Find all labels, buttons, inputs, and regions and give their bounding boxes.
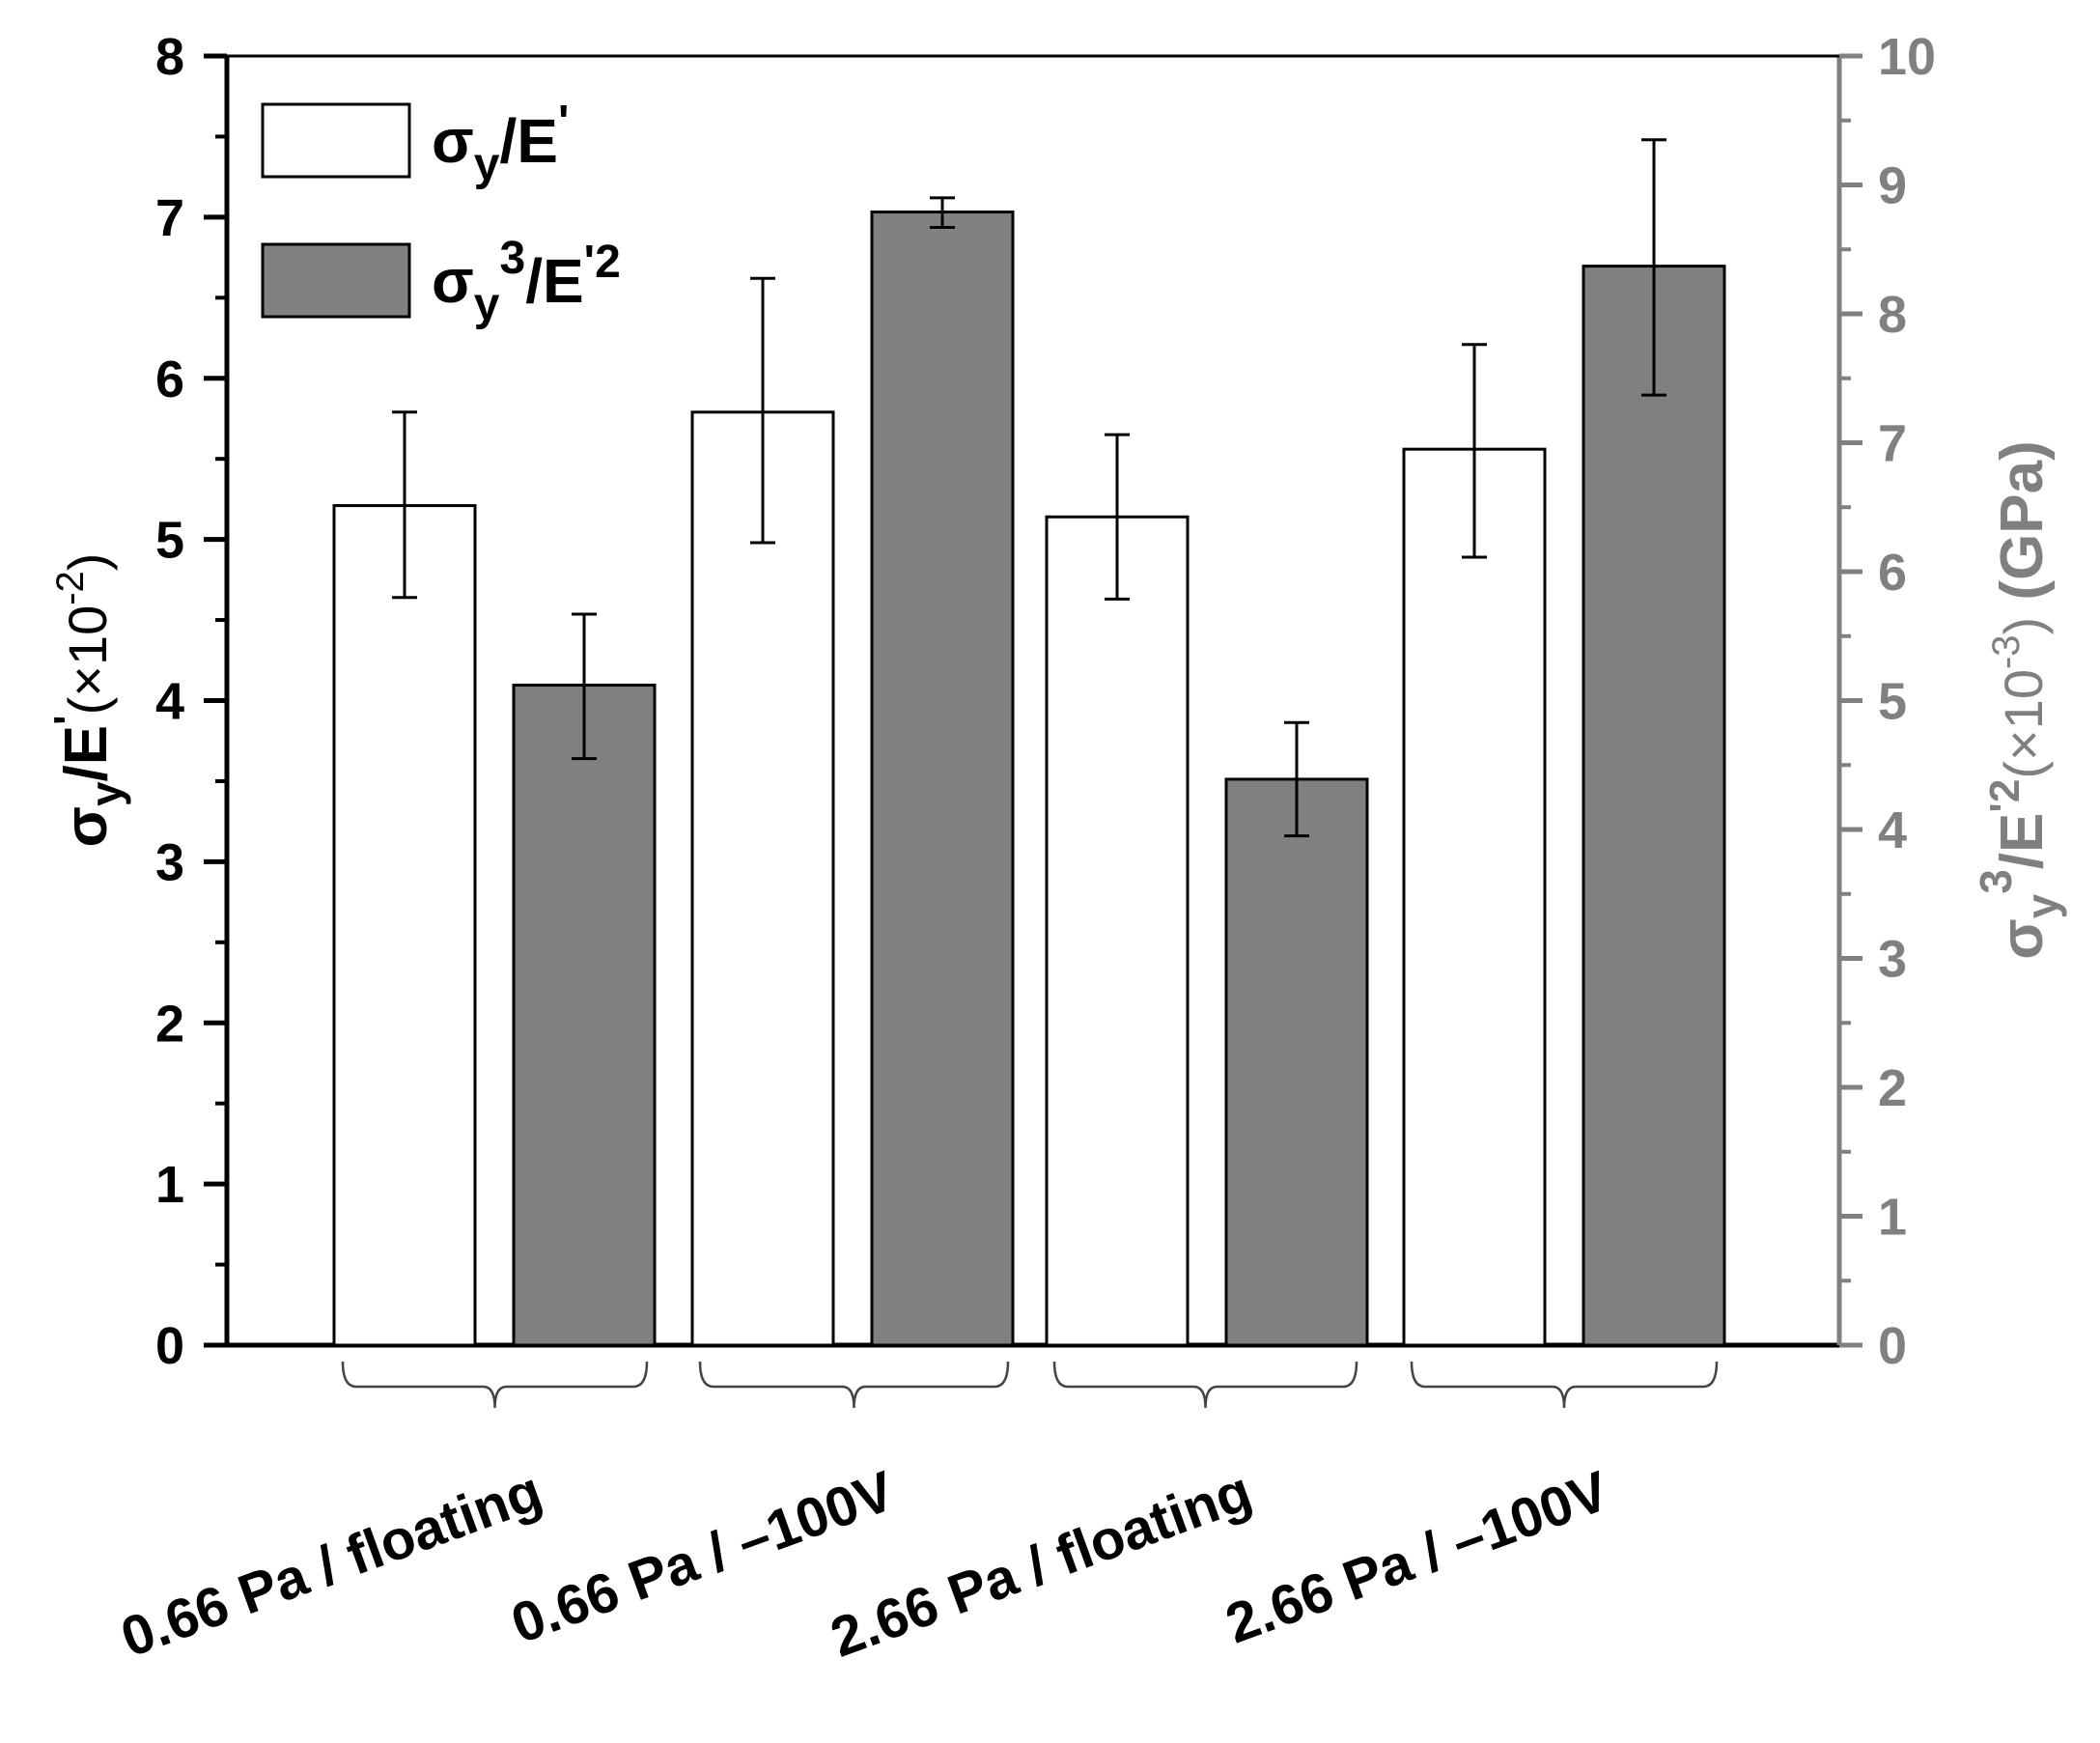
- right-title-unit-close: ): [1993, 617, 2054, 635]
- left-tick-label: 2: [155, 995, 184, 1053]
- right-tick-label: 0: [1878, 1317, 1907, 1375]
- legend-prime: ': [558, 97, 569, 148]
- right-title-sigma: σ: [1989, 918, 2056, 959]
- left-title-sigma: σ: [53, 806, 120, 847]
- left-title-unit: (×10: [57, 605, 118, 716]
- left-tick-label: 6: [155, 351, 184, 408]
- axis-titles: σy/E'(×10-2)σy3/E'2(×10-3) (GPa): [45, 440, 2067, 960]
- legend-prime: '2: [584, 237, 621, 288]
- right-tick-label: 3: [1878, 931, 1907, 989]
- right-tick-label: 9: [1878, 157, 1907, 215]
- bar-white: [332, 504, 477, 1347]
- left-axis-title: σy/E'(×10-2): [45, 553, 131, 848]
- legend-subscript: y: [474, 279, 500, 330]
- left-tick-label: 3: [155, 833, 184, 891]
- right-title-gpa: (GPa): [1989, 440, 2056, 617]
- category-label: 2.66 Pa / –100V: [1218, 1459, 1616, 1655]
- legend-sigma: σ: [432, 246, 474, 316]
- right-tick-label: 4: [1878, 801, 1907, 859]
- bar-gray: [1224, 777, 1369, 1347]
- left-tick-label: 1: [155, 1156, 184, 1214]
- category-label: 0.66 Pa / floating: [113, 1459, 549, 1670]
- left-title-unit-exp: -2: [49, 571, 92, 605]
- category-bracket: [341, 1361, 649, 1409]
- legend-superscript: 3: [499, 233, 525, 284]
- right-tick-label: 5: [1878, 673, 1907, 731]
- bar-gray: [512, 683, 657, 1347]
- right-title-unit-exp: -3: [1985, 634, 2028, 669]
- bar-white: [1402, 447, 1547, 1347]
- legend-label: σy3/E'2: [432, 233, 621, 330]
- axes-group: 0 1 2 3 4 5 6 7 8 0 1 2 3 4 5 6 7 8 9 10: [155, 28, 1936, 1375]
- bar-gray: [870, 211, 1015, 1347]
- left-tick-label: 4: [155, 673, 184, 731]
- right-tick-label: 10: [1878, 28, 1936, 86]
- legend-rest: /E: [525, 246, 583, 316]
- bar-white: [690, 410, 835, 1347]
- left-title-prime: ': [45, 715, 93, 724]
- legend-sigma: σ: [432, 106, 474, 176]
- right-tick-label: 7: [1878, 415, 1907, 473]
- right-tick-label: 6: [1878, 544, 1907, 602]
- right-title-prime: '2: [1981, 779, 2029, 813]
- right-title-sup: 3: [1971, 869, 2021, 894]
- category-bracket: [698, 1361, 1010, 1409]
- legend-label: σy/E': [432, 97, 569, 190]
- bar-gray: [1582, 265, 1726, 1347]
- legend-swatch: [261, 102, 411, 179]
- legend: σy/E'σy3/E'2: [261, 97, 621, 330]
- left-tick-label: 7: [155, 189, 184, 247]
- right-tick-label: 2: [1878, 1059, 1907, 1117]
- right-title-unit: (×10: [1993, 669, 2054, 779]
- left-tick-label: 5: [155, 512, 184, 570]
- right-axis-title: σy3/E'2(×10-3) (GPa): [1971, 440, 2067, 960]
- right-tick-label: 8: [1878, 286, 1907, 344]
- left-title-unit-close: ): [57, 553, 118, 572]
- bars-group: [332, 211, 1726, 1347]
- right-title-rest: /E: [1989, 813, 2056, 870]
- left-tick-label: 0: [155, 1317, 184, 1375]
- legend-swatch: [261, 242, 411, 319]
- error-bars-group: [392, 138, 1666, 838]
- legend-rest: /E: [499, 106, 557, 176]
- category-bracket: [1410, 1361, 1719, 1409]
- left-title-sub: y: [81, 781, 131, 806]
- left-tick-label: 8: [155, 28, 184, 86]
- left-title-rest: /E: [53, 725, 120, 782]
- right-title-sub: y: [2017, 893, 2067, 918]
- legend-subscript: y: [474, 139, 500, 190]
- right-tick-label: 1: [1878, 1189, 1907, 1247]
- bar-white: [1045, 515, 1190, 1347]
- category-bracket: [1052, 1361, 1358, 1409]
